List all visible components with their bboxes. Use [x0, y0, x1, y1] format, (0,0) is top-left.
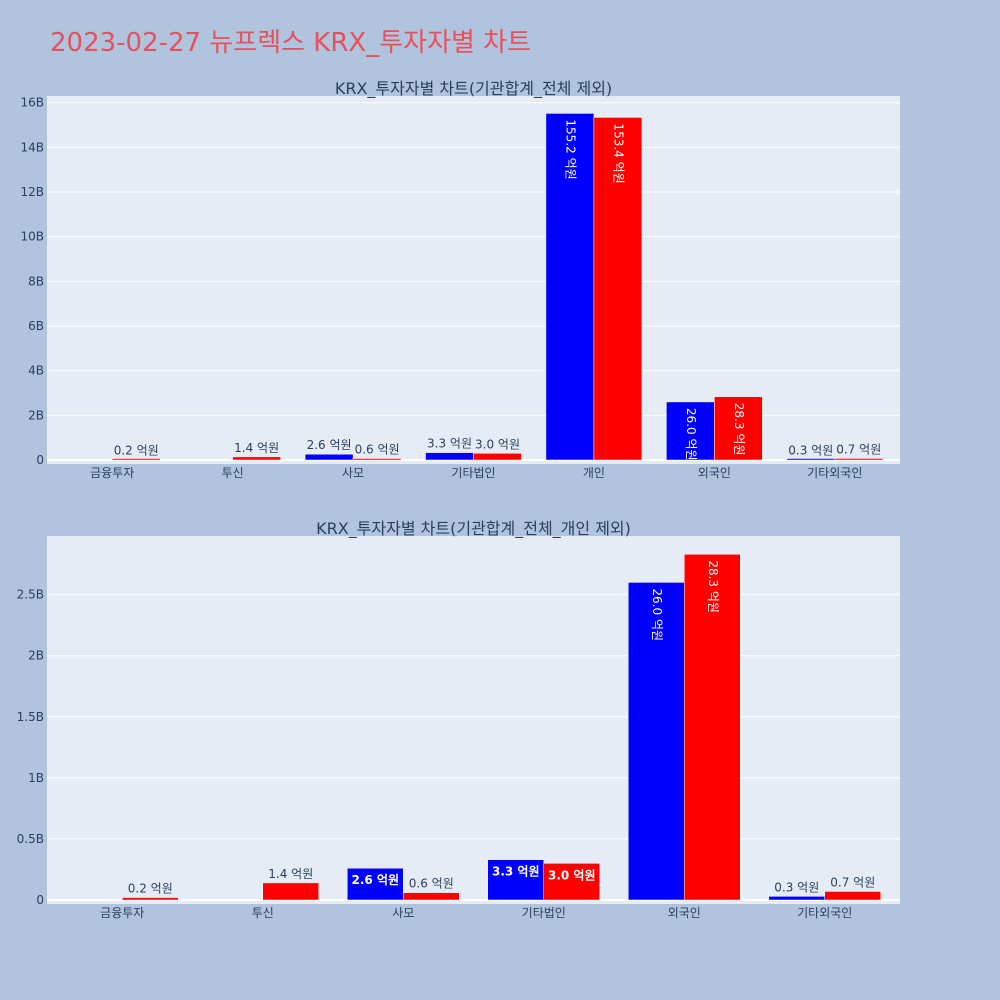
- data-label: 153.4 억원: [611, 123, 625, 183]
- x-tick-label: 금융투자: [100, 906, 144, 920]
- y-tick-label: 0: [36, 453, 44, 467]
- y-tick-label: 1.5B: [17, 710, 44, 724]
- data-label: 1.4 억원: [234, 441, 279, 455]
- bar: [347, 867, 404, 901]
- x-tick-label: 사모: [342, 466, 364, 480]
- x-tick-label: 기타법인: [522, 906, 566, 920]
- bar: [232, 456, 281, 461]
- bar: [714, 396, 763, 461]
- y-tick-label: 6B: [28, 319, 44, 333]
- chart-1: 0 2B 4B 6B 8B 10B 12B 14B 16B KRX_투자자별 차트(기관합계_전체…: [20, 79, 900, 480]
- data-label: 0.3 억원: [774, 880, 819, 894]
- data-label: 0.3 억원: [788, 443, 833, 457]
- data-label: 28.3 억원: [732, 403, 746, 456]
- data-label: 0.6 억원: [409, 877, 454, 891]
- data-label: 28.3 억원: [706, 560, 720, 613]
- y-tick-label: 8B: [28, 274, 44, 288]
- y-tick-label: 1B: [28, 771, 44, 785]
- bar: [593, 117, 643, 461]
- data-label: 3.3 억원: [427, 437, 472, 451]
- plot-background: [47, 96, 900, 464]
- plot-background: [47, 536, 900, 904]
- bar: [304, 453, 354, 461]
- data-label: 26.0 억원: [684, 408, 698, 461]
- chart-title: KRX_투자자별 차트(기관합계_전체_개인 제외): [316, 519, 631, 539]
- data-label: 3.0 억원: [475, 437, 520, 451]
- data-label: 3.3 억원: [492, 865, 540, 879]
- y-tick-label: 2B: [28, 408, 44, 422]
- x-tick-label: 투신: [252, 906, 274, 920]
- bar: [768, 896, 825, 901]
- data-label: 3.0 억원: [548, 868, 596, 882]
- data-label: 2.6 억원: [307, 438, 352, 452]
- x-tick-label: 기타법인: [451, 466, 495, 480]
- bar: [834, 458, 884, 461]
- data-label: 1.4 억원: [268, 867, 313, 881]
- bar: [352, 458, 402, 461]
- x-tick-label: 사모: [392, 906, 414, 920]
- bar: [122, 897, 179, 901]
- x-tick-label: 기타외국인: [807, 466, 862, 480]
- y-tick-label: 16B: [20, 96, 44, 110]
- bar: [684, 554, 741, 901]
- bar: [545, 113, 595, 461]
- page-title: 2023-02-27 뉴프렉스 KRX_투자자별 차트: [50, 28, 532, 58]
- bar: [403, 892, 460, 901]
- y-tick-label: 0: [36, 893, 44, 907]
- data-label: 2.6 억원: [351, 873, 399, 887]
- x-tick-label: 투신: [222, 466, 244, 480]
- y-tick-label: 2.5B: [17, 588, 44, 602]
- data-label: 0.7 억원: [830, 875, 875, 889]
- bar: [111, 458, 161, 461]
- data-label: 0.7 억원: [836, 442, 881, 456]
- bar: [628, 582, 685, 901]
- y-tick-label: 14B: [20, 140, 44, 154]
- data-label: 155.2 억원: [563, 119, 577, 179]
- data-label: 0.2 억원: [114, 444, 159, 458]
- x-tick-label: 금융투자: [90, 466, 134, 480]
- chart-2: 0 0.5B 1B 1.5B 2B 2.5B KRX_투자자별 차트(기관합계_전체_개인 …: [17, 519, 900, 920]
- x-tick-label: 기타외국인: [797, 906, 852, 920]
- bar: [786, 458, 836, 461]
- y-tick-label: 4B: [28, 364, 44, 378]
- bar: [487, 859, 544, 901]
- bar: [473, 453, 522, 461]
- y-tick-label: 12B: [20, 185, 44, 199]
- x-tick-label: 외국인: [698, 466, 731, 480]
- bar: [262, 882, 319, 901]
- data-label: 0.2 억원: [128, 882, 173, 896]
- y-tick-label: 10B: [20, 230, 44, 244]
- y-tick-label: 2B: [28, 649, 44, 663]
- data-label: 0.6 억원: [355, 443, 400, 457]
- x-tick-label: 외국인: [668, 906, 701, 920]
- bar: [543, 863, 600, 901]
- data-label: 26.0 억원: [650, 588, 664, 641]
- bar: [666, 401, 715, 461]
- chart-title: KRX_투자자별 차트(기관합계_전체 제외): [335, 79, 612, 99]
- bar: [824, 891, 881, 901]
- bar: [425, 452, 474, 461]
- x-tick-label: 개인: [583, 466, 605, 480]
- y-tick-label: 0.5B: [17, 832, 44, 846]
